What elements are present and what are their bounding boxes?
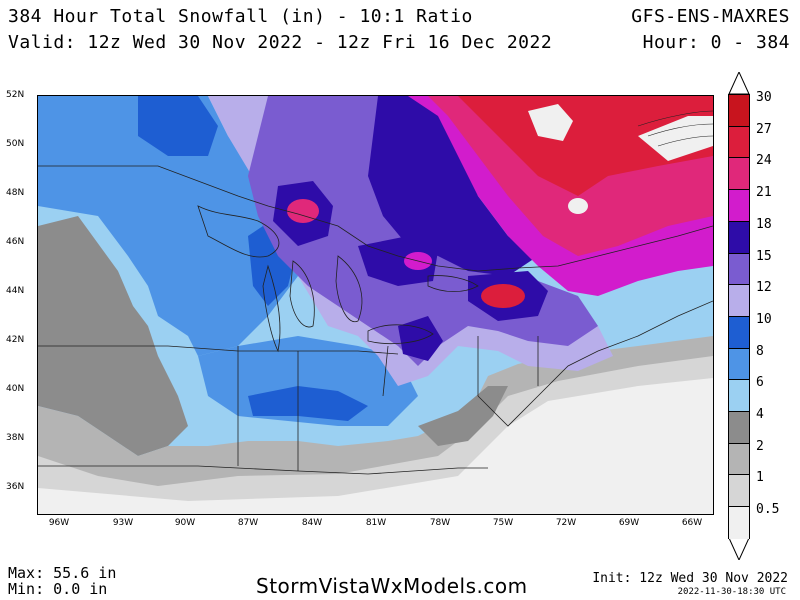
snow-2-4-zone-east <box>418 386 508 446</box>
lat-label: 36N <box>6 482 25 492</box>
legend-label: 2 <box>756 438 764 454</box>
lon-label: 81W <box>365 518 387 528</box>
snow-hotspot-ny <box>481 284 525 308</box>
lon-label: 69W <box>618 518 640 528</box>
legend-label: 12 <box>756 280 772 296</box>
min-value: Min: 0.0 in <box>8 580 108 598</box>
color-legend <box>728 72 750 560</box>
legend-swatch <box>728 442 750 476</box>
legend-swatch <box>728 506 750 539</box>
lon-label: 90W <box>174 518 196 528</box>
legend-label: 1 <box>756 470 764 486</box>
snow-hotspot-sup <box>287 199 319 223</box>
legend-swatch <box>728 347 750 381</box>
legend-swatch <box>728 220 750 254</box>
lon-label: 96W <box>48 518 70 528</box>
legend-arrows <box>728 72 750 560</box>
lon-label: 87W <box>237 518 259 528</box>
site-watermark: StormVistaWxModels.com <box>256 574 528 598</box>
snowfall-map <box>37 95 714 515</box>
valid-period: Valid: 12z Wed 30 Nov 2022 - 12z Fri 16 … <box>8 32 553 53</box>
legend-swatch <box>728 379 750 412</box>
legend-label: 18 <box>756 216 772 232</box>
legend-label: 10 <box>756 311 772 327</box>
init-time: Init: 12z Wed 30 Nov 2022 <box>592 571 788 586</box>
max-value: Max: 55.6 in <box>8 564 117 582</box>
snow-27-30-zone <box>458 96 713 196</box>
snow-8-10-zone-ohio <box>248 386 368 421</box>
snow-blank-north <box>528 104 573 141</box>
snow-15-18-zone-north <box>368 96 538 276</box>
lat-label: 42N <box>6 335 25 345</box>
map-title: 384 Hour Total Snowfall (in) - 10:1 Rati… <box>8 6 473 27</box>
snow-2-4-zone-west <box>38 216 188 456</box>
lat-label: 52N <box>6 90 25 100</box>
legend-swatch <box>728 474 750 508</box>
snow-6-8-zone-north <box>38 96 298 356</box>
legend-label: 30 <box>756 90 772 105</box>
legend-swatch <box>728 284 750 317</box>
lon-label: 72W <box>555 518 577 528</box>
political-boundaries <box>38 165 713 475</box>
contour-lines <box>637 110 713 147</box>
lat-label: 44N <box>6 286 25 296</box>
legend-label: 8 <box>756 343 764 359</box>
legend-swatch <box>728 189 750 222</box>
legend-swatch <box>728 125 750 159</box>
legend-label: 27 <box>756 121 772 137</box>
lat-label: 48N <box>6 188 25 198</box>
legend-label: 21 <box>756 185 772 201</box>
lon-label: 75W <box>492 518 514 528</box>
min-max-stats: Max: 55.6 in Min: 0.0 in <box>8 565 116 597</box>
legend-label: 15 <box>756 248 772 264</box>
legend-swatch <box>728 94 750 127</box>
snow-15-18-zone-erie <box>398 316 443 361</box>
legend-swatch <box>728 157 750 191</box>
lon-label: 93W <box>112 518 134 528</box>
legend-label: 4 <box>756 407 764 422</box>
legend-label: 0.5 <box>756 502 780 518</box>
legend-swatch <box>728 315 750 349</box>
snow-8-10-zone-mn <box>138 96 218 156</box>
snowfall-map-graphic <box>38 96 713 514</box>
legend-swatch <box>728 252 750 286</box>
lat-label: 38N <box>6 433 25 443</box>
lat-label: 40N <box>6 384 25 394</box>
snow-blank-ne <box>638 116 713 161</box>
lon-label: 66W <box>681 518 703 528</box>
lon-label: 84W <box>301 518 323 528</box>
snow-0-05-zone <box>38 378 713 514</box>
legend-swatch <box>728 411 750 444</box>
lon-label: 78W <box>429 518 451 528</box>
forecast-hours: Hour: 0 - 384 <box>642 32 790 53</box>
snow-blank-qc <box>568 198 588 214</box>
render-timestamp: 2022-11-30-18:30 UTC <box>677 587 786 597</box>
model-name: GFS-ENS-MAXRES <box>631 6 790 27</box>
lat-label: 50N <box>6 139 25 149</box>
snow-15-18-zone-ont <box>358 236 438 286</box>
legend-label: 24 <box>756 153 772 169</box>
legend-label: 6 <box>756 375 764 391</box>
lat-label: 46N <box>6 237 25 247</box>
